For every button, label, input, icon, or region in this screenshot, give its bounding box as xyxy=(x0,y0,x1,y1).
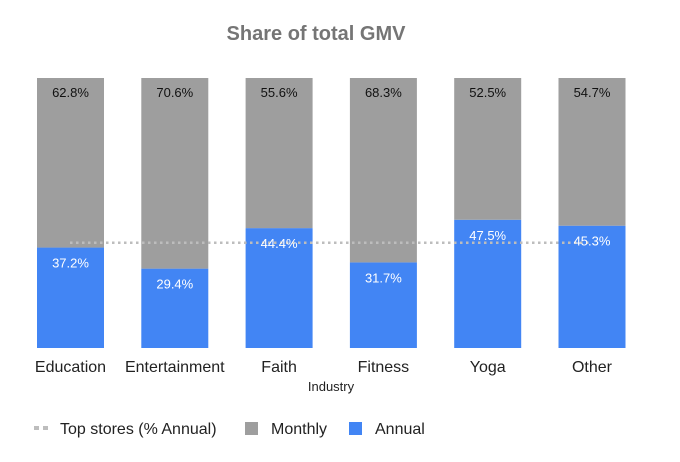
data-label-annual-4: 47.5% xyxy=(469,228,506,243)
data-label-annual-0: 37.2% xyxy=(52,256,89,271)
data-label-monthly-2: 55.6% xyxy=(261,85,298,100)
data-labels-group: 62.8% 37.2% 70.6% 29.4% 55.6% 44.4% 68.3% 31.7%… xyxy=(52,85,611,292)
x-tick-labels: Education Entertainment Faith Fitness Yoga Ot… xyxy=(35,359,613,376)
legend-label-top-stores: Top stores (% Annual) xyxy=(60,421,217,438)
bar-monthly-3 xyxy=(349,78,417,263)
x-tick-label-0: Education xyxy=(35,359,106,376)
x-tick-label-2: Faith xyxy=(261,359,297,376)
bars-group xyxy=(37,78,626,348)
legend: Top stores (% Annual) Monthly Annual xyxy=(34,421,425,438)
data-label-monthly-3: 68.3% xyxy=(365,85,402,100)
data-label-annual-5: 45.3% xyxy=(574,234,611,249)
data-label-monthly-4: 52.5% xyxy=(469,85,506,100)
bar-monthly-0 xyxy=(37,78,104,248)
x-tick-label-3: Fitness xyxy=(358,359,410,376)
data-label-monthly-5: 54.7% xyxy=(574,85,611,100)
data-label-monthly-1: 70.6% xyxy=(156,85,193,100)
data-label-annual-3: 31.7% xyxy=(365,270,402,285)
bar-monthly-1 xyxy=(141,78,209,269)
chart-title: Share of total GMV xyxy=(227,23,407,45)
bar-annual-4 xyxy=(454,219,522,348)
legend-marker-monthly xyxy=(245,422,258,435)
bar-monthly-4 xyxy=(454,78,522,220)
bar-monthly-5 xyxy=(558,78,626,226)
legend-marker-annual xyxy=(349,422,362,435)
bar-annual-2 xyxy=(245,228,313,348)
bar-annual-5 xyxy=(558,225,626,348)
legend-label-monthly: Monthly xyxy=(271,421,327,438)
data-label-annual-2: 44.4% xyxy=(261,236,298,251)
x-tick-label-5: Other xyxy=(572,359,613,376)
legend-label-annual: Annual xyxy=(375,421,425,438)
x-axis-label: Industry xyxy=(308,379,355,394)
bar-annual-0 xyxy=(37,247,104,348)
data-label-annual-1: 29.4% xyxy=(156,277,193,292)
bar-monthly-2 xyxy=(245,78,313,229)
x-tick-label-1: Entertainment xyxy=(125,359,225,376)
bar-annual-1 xyxy=(141,268,209,348)
x-tick-label-4: Yoga xyxy=(470,359,506,376)
data-label-monthly-0: 62.8% xyxy=(52,85,89,100)
bar-annual-3 xyxy=(349,262,417,348)
